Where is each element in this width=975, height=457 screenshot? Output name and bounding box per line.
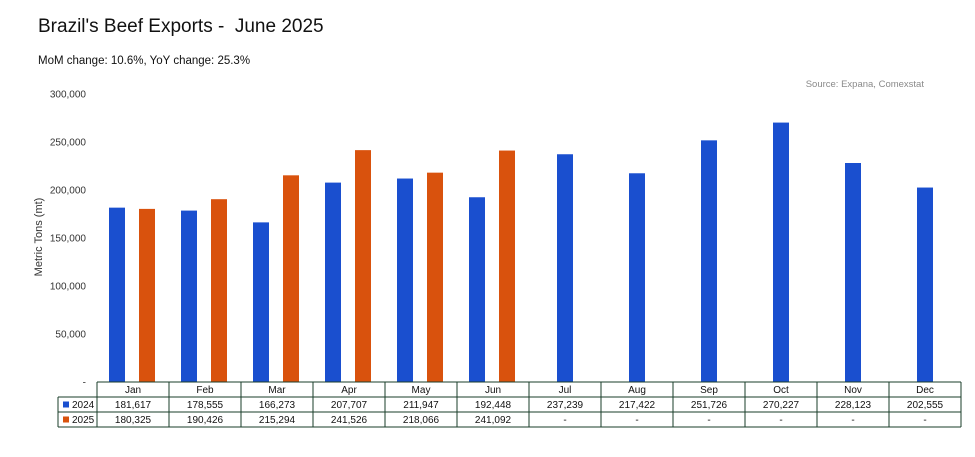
legend-swatch-2024 [63, 401, 69, 408]
y-tick-label: 300,000 [50, 90, 87, 101]
data-label-2024: 217,422 [619, 400, 656, 411]
legend-swatch-2025 [63, 416, 69, 423]
data-label-2025: 241,092 [475, 415, 512, 426]
x-tick-label: Apr [341, 385, 357, 396]
bar-2024-apr [325, 182, 341, 382]
bar-2025-jun [499, 150, 515, 382]
data-label-2024: 251,726 [691, 400, 728, 411]
y-tick-label: 50,000 [55, 330, 86, 341]
data-label-2025: 241,526 [331, 415, 368, 426]
data-label-2025: - [851, 415, 854, 426]
chart-title: Brazil's Beef Exports - June 2025 [38, 16, 324, 37]
bar-2024-may [397, 178, 413, 382]
chart-subtitle: MoM change: 10.6%, YoY change: 25.3% [38, 55, 251, 67]
data-label-2025: 180,325 [115, 415, 152, 426]
x-tick-label: Jun [485, 385, 501, 396]
bar-2024-jun [469, 197, 485, 382]
bar-2024-aug [629, 173, 645, 382]
source-note: Source: Expana, Comexstat [805, 79, 924, 90]
data-label-2025: - [923, 415, 926, 426]
data-label-2024: 207,707 [331, 400, 368, 411]
data-label-2025: - [779, 415, 782, 426]
data-table: Jan Feb Mar Apr May Jun Jul Aug Sep Oct Nov Dec 2024… [57, 381, 962, 428]
x-tick-label: Nov [844, 385, 862, 396]
x-tick-label: Jul [559, 385, 572, 396]
legend-label-2025: 2025 [72, 415, 95, 426]
bar-2025-apr [355, 150, 371, 382]
bar-2025-jan [139, 208, 155, 382]
bar-2024-jul [557, 154, 573, 382]
bar-2024-sep [701, 140, 717, 382]
data-label-2024: 270,227 [763, 400, 800, 411]
x-tick-label: Jan [125, 385, 141, 396]
y-tick-label: - [83, 378, 86, 389]
data-label-2024: 202,555 [907, 400, 944, 411]
data-label-2025: 190,426 [187, 415, 224, 426]
y-tick-label: 100,000 [50, 282, 87, 293]
data-label-2024: 192,448 [475, 400, 512, 411]
x-tick-label: May [412, 385, 431, 396]
bar-2024-oct [773, 122, 789, 382]
bar-2024-nov [845, 163, 861, 382]
y-tick-label: 200,000 [50, 186, 87, 197]
data-label-2025: - [563, 415, 566, 426]
data-label-2024: 181,617 [115, 400, 152, 411]
data-label-2024: 178,555 [187, 400, 224, 411]
data-label-2024: 237,239 [547, 400, 584, 411]
data-label-2025: 215,294 [259, 415, 296, 426]
bar-2024-dec [917, 187, 933, 382]
bar-2024-mar [253, 222, 269, 382]
bar-2024-feb [181, 210, 197, 382]
x-tick-label: Sep [700, 385, 718, 396]
x-tick-label: Aug [628, 385, 646, 396]
data-label-2025: 218,066 [403, 415, 440, 426]
data-label-2024: 228,123 [835, 400, 872, 411]
bar-2024-jan [109, 207, 125, 382]
y-tick-label: 150,000 [50, 234, 87, 245]
bars [109, 122, 933, 382]
data-label-2025: - [635, 415, 638, 426]
y-axis-label: Metric Tons (mt) [33, 198, 45, 277]
y-tick-label: 250,000 [50, 138, 87, 149]
bar-2025-may [427, 172, 443, 382]
data-label-2025: - [707, 415, 710, 426]
x-tick-label: Feb [196, 385, 214, 396]
x-tick-label: Oct [773, 385, 789, 396]
y-axis: - 50,000 100,000 150,000 200,000 250,000 300,0… [50, 90, 87, 389]
bar-2025-mar [283, 175, 299, 382]
legend-label-2024: 2024 [72, 400, 95, 411]
bar-2025-feb [211, 199, 227, 382]
x-tick-label: Dec [916, 385, 934, 396]
data-label-2024: 211,947 [403, 400, 439, 411]
x-tick-label: Mar [268, 385, 286, 396]
data-label-2024: 166,273 [259, 400, 296, 411]
